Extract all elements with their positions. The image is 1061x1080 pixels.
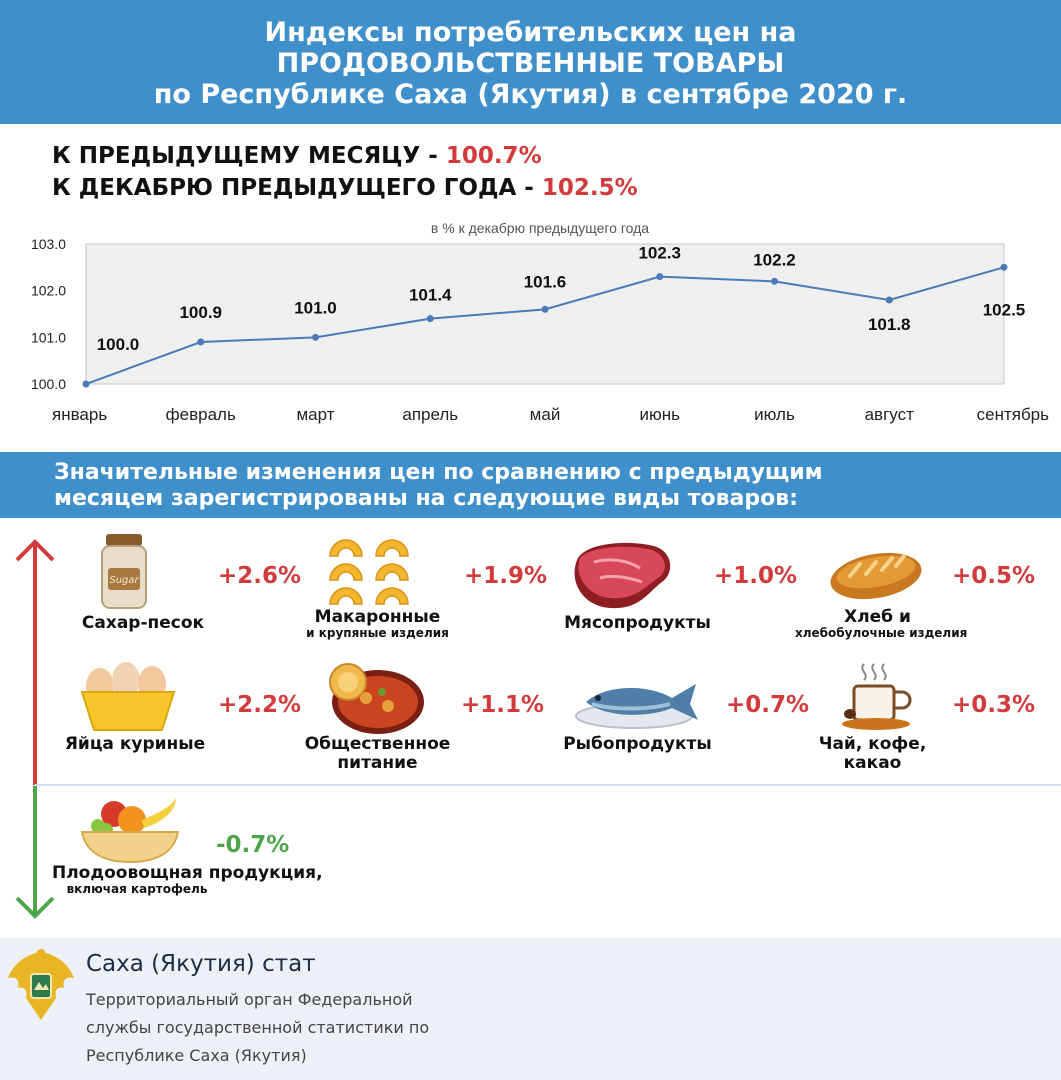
- plot-area: [85, 243, 1005, 385]
- section-divider: [35, 784, 1061, 786]
- title-banner: Индексы потребительских цен на ПРОДОВОЛЬ…: [0, 0, 1061, 124]
- x-tick-label: июнь: [640, 405, 681, 424]
- fish-label: Рыбопродукты: [563, 734, 712, 754]
- footer: Саха (Якутия) стат Территориальный орган…: [0, 938, 1061, 1080]
- sugar-jar-icon: Sugar: [101, 534, 147, 609]
- data-point: [656, 273, 664, 281]
- eggs-change-value: +2.2%: [218, 692, 302, 718]
- bread-icon: [830, 552, 922, 600]
- data-point: [771, 277, 778, 285]
- data-point: [312, 333, 319, 341]
- kpi-december: К ДЕКАБРЮ ПРЕДЫДУЩЕГО ГОДА - 102.5%: [52, 175, 638, 201]
- eggs-icon: [80, 662, 176, 731]
- food-plate-icon: [329, 663, 424, 734]
- fish-change-value: +0.7%: [726, 692, 810, 718]
- changes-heading-line-1: Значительные изменения цен по сравнению …: [54, 460, 823, 485]
- kpi-december-label: К ДЕКАБРЮ ПРЕДЫДУЩЕГО ГОДА -: [52, 175, 542, 201]
- down-arrow-icon: [15, 896, 55, 919]
- catering-label: Общественное питание: [304, 734, 451, 773]
- tea-coffee-label: Чай, кофе, какао: [818, 734, 927, 773]
- x-tick-label: апрель: [402, 405, 458, 424]
- svg-text:Sugar: Sugar: [109, 575, 139, 586]
- sugar-label: Сахар-песок: [81, 613, 205, 633]
- data-label: 100.9: [179, 303, 222, 322]
- changes-heading-line-2: месяцем зарегистрированы на следующие ви…: [54, 486, 798, 511]
- data-label: 102.2: [753, 250, 796, 269]
- data-point: [82, 380, 90, 388]
- org-description: Территориальный орган Федеральной службы…: [86, 990, 430, 1065]
- data-label: 102.5: [983, 300, 1026, 319]
- y-tick-label: 103.0: [31, 236, 66, 252]
- change-direction-arrows: [15, 539, 55, 919]
- x-tick-label: май: [530, 405, 561, 424]
- chart-title: в % к декабрю предыдущего года: [431, 220, 649, 236]
- sugar-change-value: +2.6%: [218, 563, 302, 589]
- catering-change-value: +1.1%: [461, 692, 545, 718]
- title-line-1: Индексы потребительских цен на: [264, 17, 797, 48]
- cpi-line-chart: в % к декабрю предыдущего года 100.0 101.…: [31, 220, 1050, 424]
- kpi-prev-month-label: К ПРЕДЫДУЩЕМУ МЕСЯЦУ -: [52, 143, 446, 169]
- pasta-icon: [329, 539, 409, 605]
- coffee-cup-icon: [842, 663, 912, 730]
- data-label: 101.6: [524, 272, 567, 291]
- y-tick-label: 100.0: [31, 376, 66, 392]
- data-label: 102.3: [638, 244, 681, 263]
- data-point: [197, 338, 205, 346]
- data-point: [426, 315, 434, 323]
- eggs-label: Яйца куриные: [64, 734, 206, 754]
- kpi-prev-month: К ПРЕДЫДУЩЕМУ МЕСЯЦУ - 100.7%: [52, 143, 542, 169]
- pasta-label: Макаронные и крупяные изделия: [306, 607, 449, 640]
- data-label: 100.0: [97, 335, 140, 354]
- data-label: 101.8: [868, 315, 911, 334]
- title-line-3: по Республике Саха (Якутия) в сентябре 2…: [153, 79, 908, 110]
- changes-banner: Значительные изменения цен по сравнению …: [0, 452, 1061, 518]
- bread-change-value: +0.5%: [952, 563, 1036, 589]
- up-arrow-icon: [15, 539, 55, 562]
- x-tick-label: март: [296, 405, 334, 424]
- fish-icon: [575, 684, 698, 729]
- kpi-prev-month-value: 100.7%: [445, 143, 542, 169]
- meat-label: Мясопродукты: [564, 613, 711, 633]
- x-tick-label: январь: [52, 405, 107, 424]
- x-tick-label: август: [865, 405, 914, 424]
- data-label: 101.0: [294, 298, 337, 317]
- emblem-icon: [8, 949, 74, 1020]
- tea-coffee-change-value: +0.3%: [952, 692, 1036, 718]
- data-point: [541, 305, 549, 313]
- y-tick-label: 101.0: [31, 329, 66, 345]
- org-name: Саха (Якутия) стат: [86, 951, 316, 977]
- pasta-change-value: +1.9%: [464, 563, 548, 589]
- x-tick-label: февраль: [166, 405, 236, 424]
- kpi-december-value: 102.5%: [541, 175, 638, 201]
- data-label: 101.4: [409, 286, 452, 305]
- meat-change-value: +1.0%: [714, 563, 798, 589]
- meat-icon: [574, 542, 671, 609]
- data-point: [885, 296, 893, 304]
- data-point: [1000, 263, 1008, 271]
- x-tick-label: июль: [754, 405, 795, 424]
- fruit-bowl-icon: [80, 798, 180, 864]
- fruit-veg-change-value: -0.7%: [216, 832, 290, 858]
- bread-label: Хлеб и хлебобулочные изделия: [795, 607, 968, 640]
- fruit-veg-label: Плодоовощная продукция, включая картофель: [52, 863, 323, 896]
- y-tick-label: 102.0: [31, 283, 66, 299]
- title-line-2: ПРОДОВОЛЬСТВЕННЫЕ ТОВАРЫ: [276, 48, 785, 79]
- x-tick-label: сентябрь: [977, 405, 1050, 424]
